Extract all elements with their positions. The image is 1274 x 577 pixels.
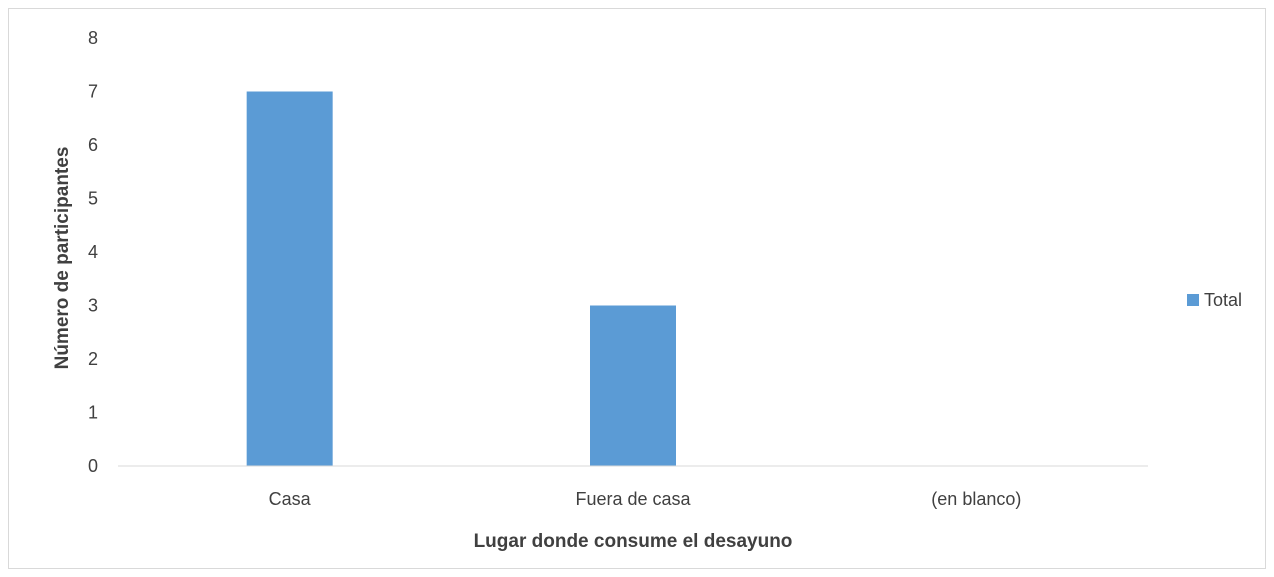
x-axis-title: Lugar donde consume el desayuno <box>474 531 793 552</box>
x-tick-label: Fuera de casa <box>575 489 691 509</box>
x-tick-label: (en blanco) <box>931 489 1021 509</box>
y-tick-label: 8 <box>88 28 98 48</box>
chart-frame <box>8 8 1266 569</box>
y-axis-ticks: 0 1 2 3 4 5 6 7 8 <box>88 28 98 476</box>
bar <box>590 305 676 466</box>
legend-swatch-total <box>1187 294 1199 306</box>
x-axis-ticks: Casa Fuera de casa (en blanco) <box>269 489 1022 509</box>
y-tick-label: 2 <box>88 349 98 369</box>
legend-label-total: Total <box>1204 290 1242 310</box>
y-tick-label: 6 <box>88 135 98 155</box>
bar <box>246 91 333 466</box>
y-tick-label: 0 <box>88 456 98 476</box>
y-tick-label: 1 <box>88 403 98 423</box>
x-tick-label: Casa <box>269 489 312 509</box>
y-tick-label: 4 <box>88 242 98 262</box>
y-tick-label: 5 <box>88 189 98 209</box>
y-tick-label: 7 <box>88 82 98 102</box>
legend: Total <box>1187 290 1242 310</box>
y-tick-label: 3 <box>88 296 98 316</box>
bars <box>246 91 676 466</box>
y-axis-title: Número de participantes <box>52 147 73 370</box>
